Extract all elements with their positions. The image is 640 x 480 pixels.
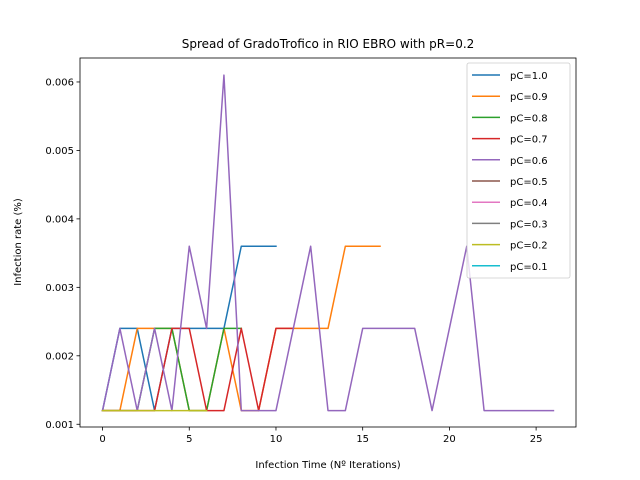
legend-label: pC=0.9 xyxy=(510,92,548,103)
chart-title: Spread of GradoTrofico in RIO EBRO with … xyxy=(182,37,475,51)
y-tick-label: 0.002 xyxy=(45,351,74,362)
x-tick-label: 10 xyxy=(270,434,283,445)
x-tick-label: 5 xyxy=(186,434,192,445)
legend-label: pC=0.7 xyxy=(510,135,548,146)
legend: pC=1.0 pC=0.9 pC=0.8 pC=0.7 pC=0.6 pC=0.5 pC=0… xyxy=(466,62,571,279)
legend-label: pC=0.8 xyxy=(510,113,548,124)
plot-lines xyxy=(101,74,555,412)
x-axis-label: Infection Time (Nº Iterations) xyxy=(255,460,400,471)
plot-frame xyxy=(79,57,577,428)
legend-label: pC=0.5 xyxy=(510,177,548,188)
y-tick-label: 0.004 xyxy=(45,214,74,225)
x-tick-label: 25 xyxy=(530,434,543,445)
x-tick-label: 15 xyxy=(356,434,369,445)
legend-label: pC=1.0 xyxy=(510,71,548,82)
x-tick-label: 0 xyxy=(99,434,105,445)
series-line-pc-0-6 xyxy=(101,74,555,412)
y-tick-label: 0.006 xyxy=(45,77,74,88)
y-tick-label: 0.003 xyxy=(45,283,74,294)
legend-label: pC=0.6 xyxy=(510,156,548,167)
y-tick-label: 0.005 xyxy=(45,146,74,157)
legend-label: pC=0.3 xyxy=(510,219,548,230)
legend-label: pC=0.4 xyxy=(510,198,548,209)
y-axis-label: Infection rate (%) xyxy=(13,198,24,286)
y-tick-label: 0.001 xyxy=(45,420,74,431)
x-axis: 0 5 10 15 20 25 xyxy=(99,427,542,445)
y-axis: 0.001 0.002 0.003 0.004 0.005 0.006 xyxy=(45,77,80,431)
legend-label: pC=0.2 xyxy=(510,241,548,252)
x-tick-label: 20 xyxy=(443,434,456,445)
legend-label: pC=0.1 xyxy=(510,262,548,273)
